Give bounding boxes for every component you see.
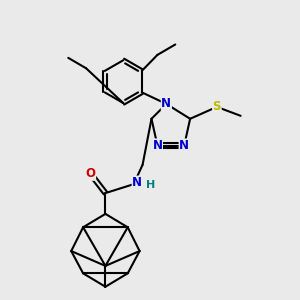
Text: N: N: [152, 139, 162, 152]
Text: H: H: [146, 180, 155, 190]
Text: N: N: [132, 176, 142, 189]
Text: O: O: [85, 167, 96, 180]
Text: N: N: [179, 139, 189, 152]
Text: S: S: [213, 100, 221, 113]
Text: N: N: [161, 98, 171, 110]
